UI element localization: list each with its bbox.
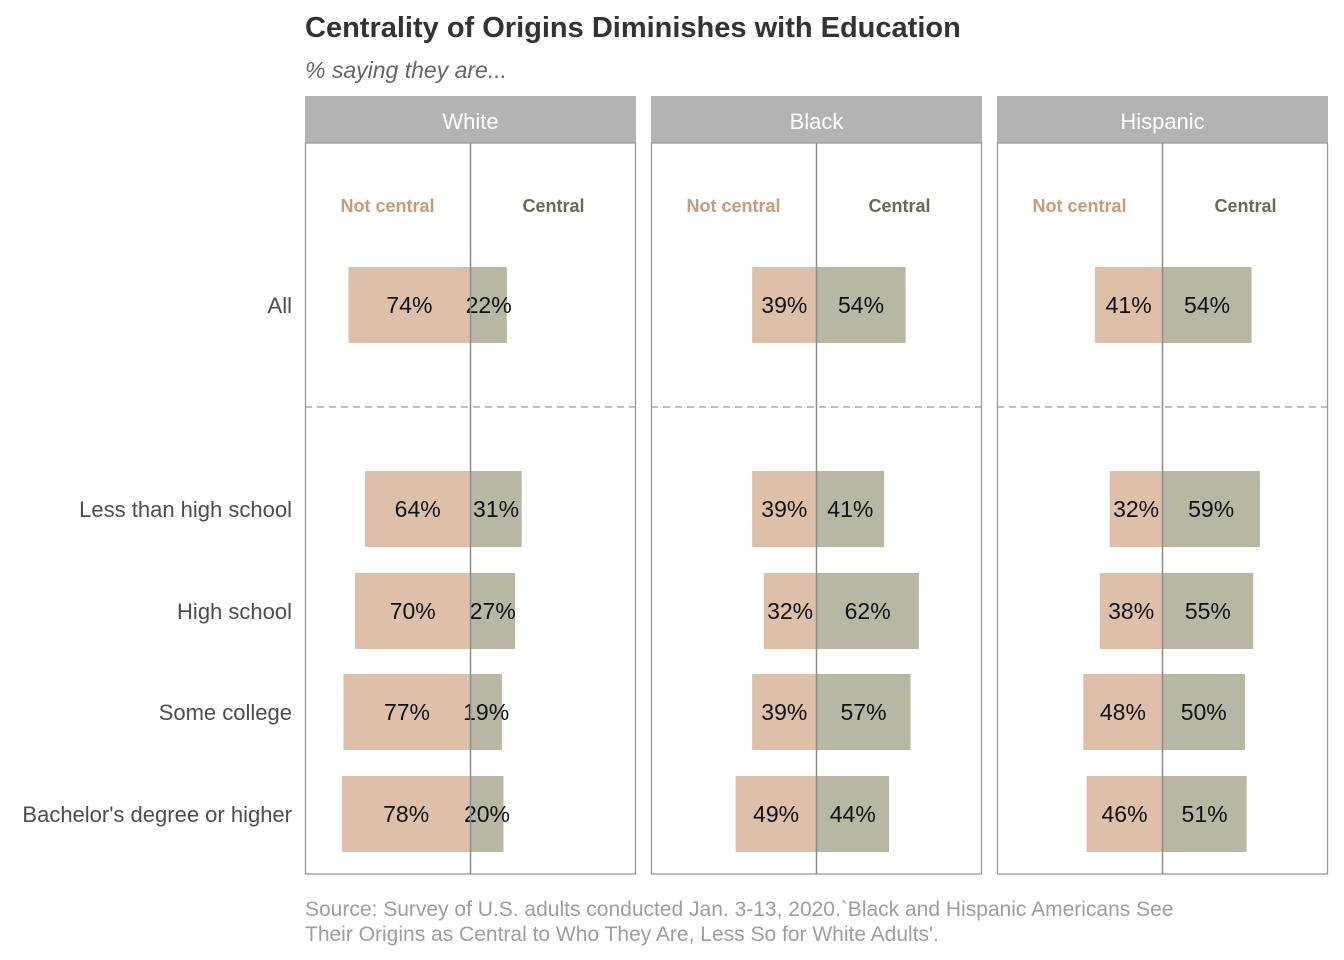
bar-central xyxy=(470,573,516,649)
bar-central xyxy=(1162,573,1254,649)
value-label-not-central: 32% xyxy=(1113,496,1159,522)
bar-not-central xyxy=(1083,674,1163,750)
panel-strip xyxy=(305,96,636,143)
value-label-central: 20% xyxy=(464,801,510,827)
bar-not-central xyxy=(341,776,471,852)
value-label-central: 44% xyxy=(830,801,876,827)
value-label-central: 62% xyxy=(845,598,891,624)
value-label-not-central: 70% xyxy=(390,598,436,624)
value-label-not-central: 74% xyxy=(386,292,432,318)
bar-central xyxy=(816,776,890,852)
value-label-not-central: 77% xyxy=(384,699,430,725)
bar-central xyxy=(470,776,504,852)
value-label-central: 59% xyxy=(1188,496,1234,522)
category-label: High school xyxy=(177,599,292,624)
panel-strip-label: Hispanic xyxy=(1120,109,1204,134)
category-label: All xyxy=(268,293,292,318)
panel-strip xyxy=(997,96,1328,143)
value-label-central: 54% xyxy=(1184,292,1230,318)
header-not-central: Not central xyxy=(1032,196,1126,216)
bar-central xyxy=(816,674,911,750)
bar-central xyxy=(816,267,906,343)
bar-not-central xyxy=(1099,573,1163,649)
category-label: Less than high school xyxy=(79,497,292,522)
panel-strip-label: White xyxy=(442,109,498,134)
chart-subtitle: % saying they are... xyxy=(305,57,507,83)
bar-central xyxy=(470,471,522,547)
bar-not-central xyxy=(364,471,471,547)
category-label: Some college xyxy=(159,700,292,725)
value-label-not-central: 49% xyxy=(753,801,799,827)
bar-not-central xyxy=(343,674,471,750)
value-label-not-central: 48% xyxy=(1100,699,1146,725)
value-label-not-central: 39% xyxy=(761,292,807,318)
value-label-central: 41% xyxy=(827,496,873,522)
caption-line-2: Their Origins as Central to Who They Are… xyxy=(305,923,939,946)
value-label-not-central: 32% xyxy=(767,598,813,624)
value-label-not-central: 39% xyxy=(761,699,807,725)
header-central: Central xyxy=(868,196,930,216)
value-label-not-central: 46% xyxy=(1102,801,1148,827)
value-label-not-central: 38% xyxy=(1108,598,1154,624)
value-label-central: 50% xyxy=(1181,699,1227,725)
value-label-central: 51% xyxy=(1182,801,1228,827)
value-label-central: 57% xyxy=(841,699,887,725)
category-label: Bachelor's degree or higher xyxy=(22,802,292,827)
bar-not-central xyxy=(763,573,817,649)
value-label-not-central: 39% xyxy=(761,496,807,522)
value-label-central: 22% xyxy=(466,292,512,318)
header-not-central: Not central xyxy=(686,196,780,216)
bar-not-central xyxy=(752,471,817,547)
bar-not-central xyxy=(735,776,817,852)
bar-not-central xyxy=(1086,776,1163,852)
bar-central xyxy=(470,267,507,343)
value-label-central: 31% xyxy=(473,496,519,522)
panel: Black Not central Central 39% 54% 39% 41% 32% 62… xyxy=(650,96,983,875)
bar-central xyxy=(1162,776,1247,852)
header-central: Central xyxy=(1214,196,1276,216)
bar-central xyxy=(470,674,502,750)
value-label-central: 27% xyxy=(470,598,516,624)
header-not-central: Not central xyxy=(340,196,434,216)
bar-not-central xyxy=(355,573,471,649)
header-central: Central xyxy=(522,196,584,216)
chart-title: Centrality of Origins Diminishes with Ed… xyxy=(305,12,961,44)
panel: White Not central Central 74% 22% 64% 31% 70% 27… xyxy=(304,96,637,875)
bar-central xyxy=(1162,471,1260,547)
caption-line-1: Source: Survey of U.S. adults conducted … xyxy=(305,898,1173,921)
value-label-not-central: 78% xyxy=(383,801,429,827)
bar-not-central xyxy=(752,267,817,343)
value-label-not-central: 64% xyxy=(395,496,441,522)
value-label-not-central: 41% xyxy=(1106,292,1152,318)
bar-not-central xyxy=(752,674,817,750)
value-label-central: 54% xyxy=(838,292,884,318)
facet-panels: White Not central Central 74% 22% 64% 31% 70% 27… xyxy=(304,96,1329,875)
value-label-central: 55% xyxy=(1185,598,1231,624)
bar-not-central xyxy=(348,267,471,343)
panel: Hispanic Not central Central 41% 54% 32% 59% 38… xyxy=(996,96,1329,875)
panel-strip-label: Black xyxy=(790,109,845,134)
bar-central xyxy=(1162,267,1252,343)
panel-strip xyxy=(651,96,982,143)
bar-central xyxy=(1162,674,1245,750)
bar-central xyxy=(816,573,919,649)
bar-not-central xyxy=(1094,267,1163,343)
bar-central xyxy=(816,471,885,547)
bar-not-central xyxy=(1109,471,1163,547)
category-labels: All Less than high school High school Some … xyxy=(22,293,292,827)
